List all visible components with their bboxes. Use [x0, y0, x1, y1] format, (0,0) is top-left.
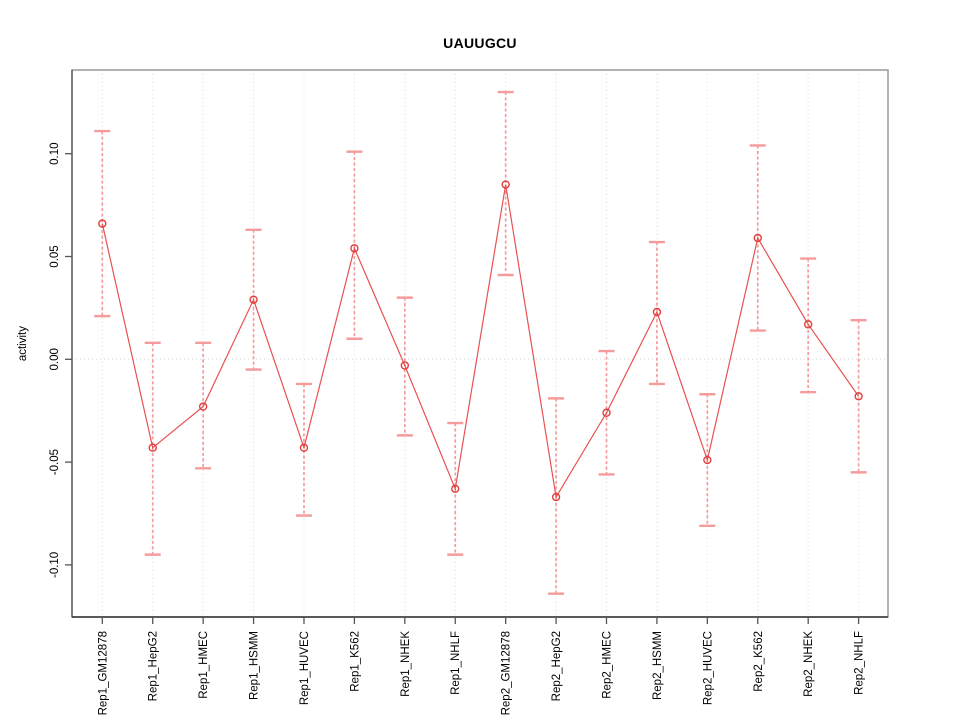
- data-point-marker: [400, 361, 410, 370]
- x-tick-label: Rep1_K562: [349, 631, 361, 692]
- data-point-marker: [652, 307, 662, 317]
- plot-border: [71, 69, 889, 618]
- y-tick-label: 0.10: [49, 143, 61, 165]
- data-point-marker: [350, 244, 359, 253]
- y-tick-label: -0.05: [49, 449, 61, 475]
- x-tick-label: Rep1_HepG2: [148, 631, 160, 701]
- data-point-marker: [249, 295, 258, 304]
- x-tick-label: Rep2_HUVEC: [702, 631, 714, 705]
- data-point-marker: [803, 320, 813, 329]
- data-point-marker: [451, 484, 460, 494]
- data-point-marker: [98, 219, 107, 228]
- chart-title: UAUUGCU: [443, 35, 517, 51]
- data-point-marker: [602, 408, 611, 417]
- x-tick-label: Rep1_GM12878: [97, 631, 109, 715]
- x-tick-label: Rep2_NHLF: [854, 631, 866, 695]
- x-tick-label: Rep2_HMEC: [602, 631, 614, 699]
- x-tick-label: Rep2_GM12878: [501, 631, 513, 715]
- x-tick-label: Rep2_HepG2: [551, 631, 563, 701]
- data-point-marker: [299, 443, 309, 452]
- x-tick-label: Rep1_HUVEC: [299, 631, 311, 705]
- x-tick-label: Rep2_K562: [753, 631, 765, 692]
- data-point-marker: [198, 402, 208, 411]
- y-tick-label: 0.05: [49, 245, 61, 267]
- x-tick-label: Rep2_HSMM: [652, 631, 664, 700]
- data-point-marker: [501, 180, 510, 189]
- y-tick-label: 0.00: [49, 348, 61, 370]
- y-tick-label: -0.10: [49, 552, 61, 578]
- x-tick-label: Rep1_NHLF: [450, 631, 462, 695]
- data-point-marker: [703, 455, 712, 465]
- x-tick-label: Rep2_NHEK: [803, 631, 815, 697]
- data-point-marker: [753, 233, 762, 243]
- data-point-marker: [148, 443, 157, 452]
- data-point-marker: [854, 392, 863, 401]
- x-tick-label: Rep1_HSMM: [249, 631, 261, 700]
- y-axis-label-container: activity: [14, 70, 32, 617]
- data-point-marker: [551, 492, 561, 502]
- x-tick-label: Rep1_HMEC: [198, 631, 210, 699]
- x-tick-label: Rep1_NHEK: [400, 631, 412, 697]
- series-line: [101, 184, 860, 499]
- y-axis-label: activity: [17, 325, 29, 362]
